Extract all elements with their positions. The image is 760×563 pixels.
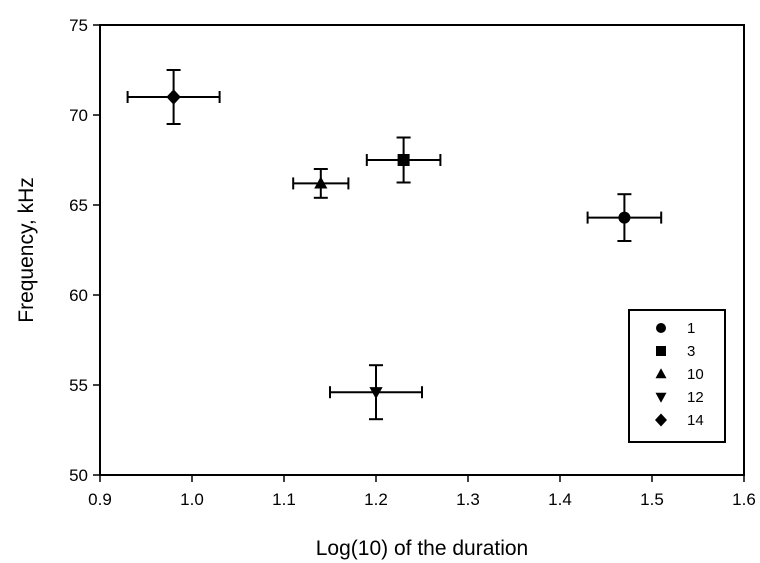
y-axis-title: Frequency, kHz: [15, 177, 38, 323]
data-point-3: [365, 136, 442, 184]
x-tick-label: 1.2: [364, 490, 388, 509]
x-tick-label: 1.3: [456, 490, 480, 509]
diamond-marker: [166, 89, 181, 105]
y-tick-label: 50: [69, 466, 88, 485]
x-tick-label: 0.9: [88, 490, 112, 509]
legend-square-icon: [656, 346, 666, 356]
data-points: [126, 69, 663, 421]
x-tick-label: 1.1: [272, 490, 296, 509]
y-tick-label: 55: [69, 376, 88, 395]
data-point-10: [292, 168, 350, 199]
plot-border: [99, 24, 745, 476]
legend-label: 1: [687, 320, 695, 337]
data-point-14: [126, 69, 221, 125]
triangle-up-marker: [314, 176, 328, 189]
x-axis-title: Log(10) of the duration: [316, 537, 528, 560]
square-marker: [397, 154, 410, 166]
legend-item: 14: [655, 412, 704, 429]
legend-circle-icon: [656, 323, 666, 333]
legend-box: [628, 309, 726, 443]
legend-label: 14: [687, 412, 704, 429]
plot-area: [99, 24, 745, 476]
legend: 1 3 10 12 14: [628, 309, 726, 443]
legend-diamond-icon: [655, 413, 667, 427]
y-tick-label: 70: [69, 106, 88, 125]
data-point-12: [329, 364, 423, 421]
x-tick-label: 1.4: [548, 490, 572, 509]
triangle-down-marker: [369, 387, 383, 400]
legend-label: 3: [687, 343, 695, 360]
y-axis: 50 55 60 65 70 75: [69, 16, 100, 485]
x-axis: 0.9 1.0 1.1 1.2 1.3 1.4 1.5 1.6: [88, 475, 756, 509]
legend-item: 10: [655, 366, 704, 383]
x-tick-label: 1.0: [180, 490, 204, 509]
legend-label: 12: [687, 389, 704, 406]
legend-triangle-up-icon: [655, 368, 667, 379]
legend-triangle-down-icon: [655, 392, 667, 403]
y-tick-label: 75: [69, 16, 88, 35]
y-tick-label: 65: [69, 196, 88, 215]
x-tick-label: 1.6: [732, 490, 756, 509]
x-tick-label: 1.5: [640, 490, 664, 509]
y-tick-label: 60: [69, 286, 88, 305]
data-point-1: [586, 193, 663, 242]
legend-item: 1: [656, 320, 695, 337]
legend-label: 10: [687, 366, 704, 383]
circle-marker: [618, 211, 631, 224]
legend-item: 3: [656, 343, 695, 360]
legend-item: 12: [655, 389, 704, 406]
